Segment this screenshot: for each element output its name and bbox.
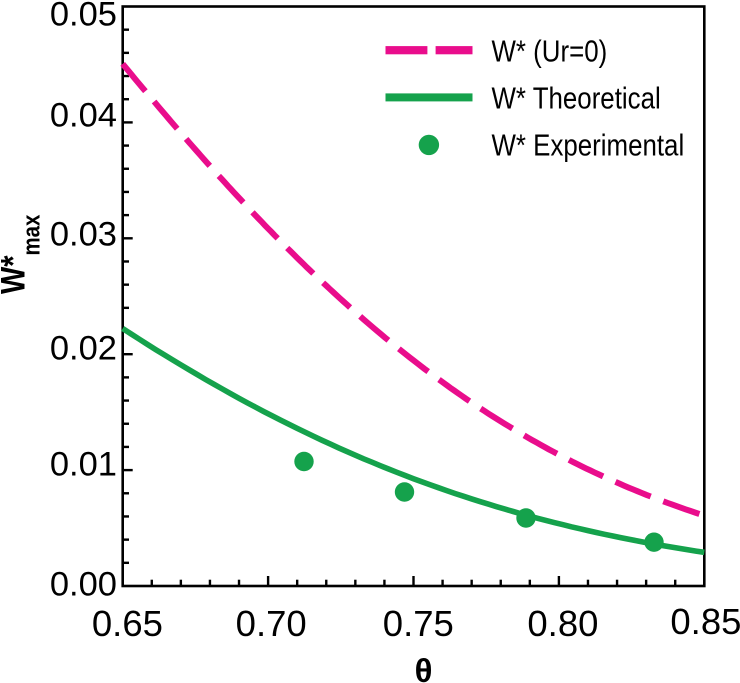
svg-text:0.00: 0.00 <box>50 565 117 603</box>
svg-text:0.03: 0.03 <box>50 215 117 253</box>
svg-text:0.85: 0.85 <box>670 601 740 642</box>
svg-text:0.05: 0.05 <box>50 0 117 34</box>
svg-text:0.80: 0.80 <box>527 603 598 644</box>
svg-text:0.70: 0.70 <box>236 603 307 644</box>
svg-text:0.04: 0.04 <box>50 96 117 134</box>
svg-text:θ: θ <box>415 652 433 683</box>
svg-text:0.75: 0.75 <box>383 603 454 644</box>
svg-text:W* (Ur=0): W* (Ur=0) <box>492 34 608 69</box>
svg-text:0.01: 0.01 <box>50 445 117 483</box>
svg-text:0.02: 0.02 <box>50 330 117 368</box>
svg-text:W* Experimental: W* Experimental <box>492 128 685 163</box>
svg-text:0.65: 0.65 <box>92 603 163 644</box>
svg-text:W* Theoretical: W* Theoretical <box>492 81 661 116</box>
